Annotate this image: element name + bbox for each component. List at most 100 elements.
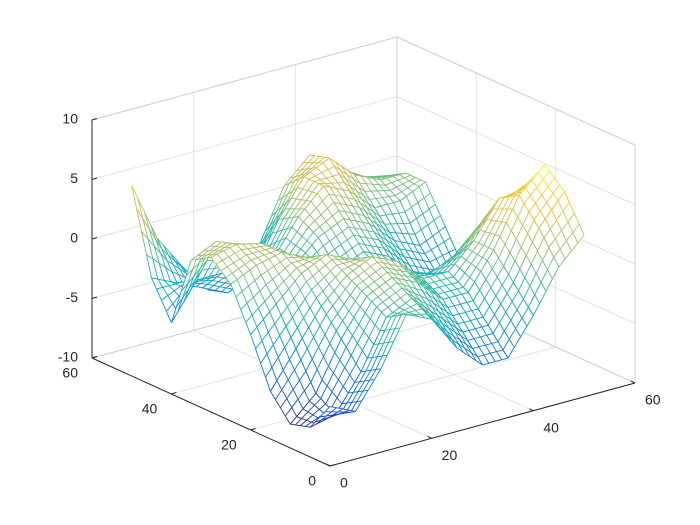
mesh-line [269,311,276,324]
mesh-line [466,300,474,303]
mesh-line [381,342,389,357]
mesh-line [522,225,528,234]
mesh-line [501,357,509,361]
mesh-line [376,223,384,229]
mesh-line [410,207,417,219]
mesh-line [488,234,496,248]
mesh-line [563,191,570,203]
mesh-line [209,241,217,247]
mesh-line [433,215,441,221]
mesh-line [375,266,383,273]
mesh-line [523,298,529,308]
mesh-line [231,272,238,280]
mesh-line [400,297,406,304]
mesh-line [354,227,361,237]
mesh-line [485,268,493,280]
mesh-line [218,281,226,284]
mesh-line [328,276,336,285]
mesh-line [320,214,327,222]
mesh-line [298,216,304,223]
mesh-line [454,255,462,265]
mesh-line [540,269,548,283]
mesh-line [249,264,257,271]
mesh-line [358,207,365,216]
mesh-line [221,241,227,244]
mesh-line [210,253,218,258]
mesh-line [503,330,510,340]
mesh-line [241,291,248,304]
mesh-line [345,178,353,184]
x-axis [329,382,636,467]
mesh-line [483,244,489,249]
mesh-line [510,320,517,329]
mesh-line [320,208,328,216]
mesh-line [376,301,384,308]
mesh-line [388,196,395,203]
mesh-line [151,277,157,290]
mesh-line [272,335,281,346]
mesh-line [521,307,529,319]
mesh-line [316,290,324,299]
mesh-line [401,313,407,316]
mesh-line [364,301,372,314]
mesh-line [311,417,319,423]
mesh-line [486,219,492,221]
mesh-line [220,270,227,278]
mesh-line [337,408,343,413]
mesh-line [259,284,267,292]
mesh-line [371,215,379,221]
mesh-line [405,275,412,282]
mesh-line [380,271,388,278]
mesh-line [342,226,349,232]
mesh-line [377,190,383,198]
mesh-line [336,262,344,266]
mesh-line [410,257,417,267]
mesh-line [268,255,276,260]
mesh-line [438,311,444,320]
mesh-line [444,290,451,293]
mesh-line [162,285,170,288]
mesh-line [447,307,454,317]
mesh-line [395,292,401,299]
mesh-line [390,174,396,176]
mesh-line [325,305,334,315]
mesh-line [429,258,437,263]
mesh-line [401,270,408,273]
mesh-line [488,361,496,364]
mesh-line [462,331,469,341]
mesh-line [396,265,403,268]
mesh-line [291,226,298,233]
mesh-line [322,290,329,299]
mesh-line [254,274,262,281]
mesh-layer [131,154,585,428]
mesh-line [518,290,524,300]
mesh-line [314,416,321,423]
mesh-line [334,338,342,353]
mesh-line [345,411,351,414]
mesh-line [385,277,393,283]
mesh-line [453,305,460,315]
mesh-line [373,330,381,345]
mesh-face [295,306,342,394]
mesh-line [272,279,278,289]
mesh-line [369,379,375,381]
mesh-line [414,234,421,246]
mesh-line [390,260,397,266]
x-tick [529,408,534,412]
mesh-line [288,208,296,219]
mesh-line [246,296,254,304]
mesh-line [309,261,315,265]
mesh-line [212,250,219,255]
mesh-line [311,283,319,291]
mesh-line [365,357,373,372]
mesh-line [484,287,492,299]
x-tick [630,380,636,384]
mesh-line [416,303,423,310]
mesh-line [324,232,330,242]
mesh-line [294,418,302,426]
mesh-line [295,235,303,246]
mesh-line [287,298,295,308]
mesh-line [260,246,266,251]
mesh-line [338,288,346,298]
mesh-line [411,202,419,208]
